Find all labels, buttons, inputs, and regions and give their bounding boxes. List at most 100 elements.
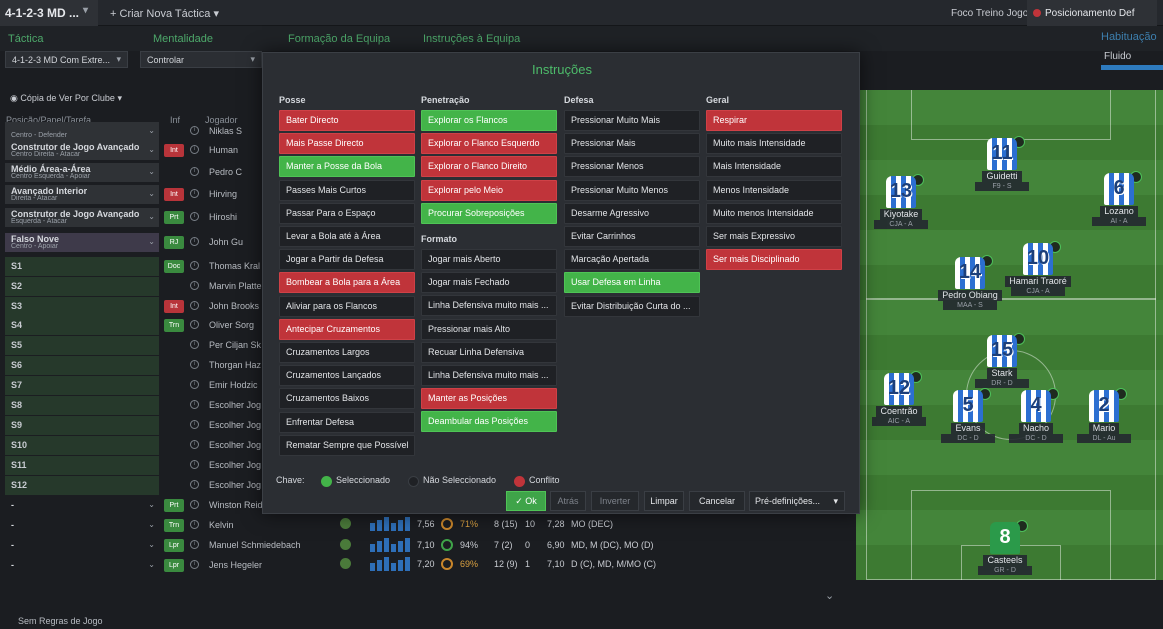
table-row[interactable]: S1 Doc i Thomas Kral — [0, 257, 262, 276]
instruction-button-posse[interactable]: Cruzamentos Baixos — [279, 388, 415, 410]
position-role-cell[interactable]: S2 — [5, 277, 159, 296]
pitch-player[interactable]: 2 Mario DL - Au — [1069, 388, 1139, 443]
player-name[interactable]: Marvin Platte — [209, 281, 262, 291]
pitch-player[interactable]: 11 Guidetti F9 - S — [967, 136, 1037, 191]
position-role-cell[interactable]: S12 — [5, 476, 159, 495]
tactic-selector[interactable]: 4-1-2-3 MD ... ▾ — [0, 0, 98, 26]
position-role-cell[interactable]: Centro - Defender ⌄ — [5, 122, 159, 141]
table-row[interactable]: S10 i Escolher Jog — [0, 436, 262, 455]
info-icon[interactable]: i — [190, 480, 199, 489]
instruction-button-formato[interactable]: Linha Defensiva muito mais ... — [421, 365, 557, 386]
player-name[interactable]: Oliver Sorg — [209, 320, 255, 330]
chevron-down-icon[interactable]: ⌄ — [148, 212, 155, 221]
instruction-button-geral[interactable]: Ser mais Expressivo — [706, 226, 842, 247]
back-button[interactable]: Atrás — [550, 491, 586, 511]
instruction-button-formato[interactable]: Jogar mais Fechado — [421, 272, 557, 294]
position-role-cell[interactable]: S1 — [5, 257, 159, 276]
presets-dropdown[interactable]: Pré-definições... ▾ — [749, 491, 845, 511]
info-icon[interactable]: i — [190, 237, 199, 246]
clear-button[interactable]: Limpar — [644, 491, 684, 511]
instruction-button-posse[interactable]: Aliviar para os Flancos — [279, 295, 415, 317]
position-role-cell[interactable]: - ⌄ — [5, 536, 159, 555]
formation-dropdown[interactable]: 4-1-2-3 MD Com Extre... ▾ — [5, 51, 128, 68]
position-role-cell[interactable]: S7 — [5, 376, 159, 395]
col-inf[interactable]: Inf — [170, 115, 181, 125]
instruction-button-geral[interactable]: Muito menos Intensidade — [706, 202, 842, 224]
info-icon[interactable]: i — [190, 167, 199, 176]
info-icon[interactable]: i — [190, 281, 199, 290]
chevron-down-icon[interactable]: ⌄ — [148, 237, 155, 246]
position-role-cell[interactable]: S9 — [5, 416, 159, 435]
pitch-player[interactable]: 14 Pedro Obiang MAA - S — [935, 255, 1005, 310]
pitch-player[interactable]: 6 Lozano AI - A — [1084, 171, 1154, 226]
player-name[interactable]: Pedro C — [209, 167, 243, 177]
chevron-down-icon[interactable]: ⌄ — [148, 500, 155, 509]
table-row[interactable]: Médio Área-a-Área Centro Esquerda - Apoia… — [0, 163, 262, 182]
table-row[interactable]: S6 i Thorgan Haz — [0, 356, 262, 375]
instruction-button-geral[interactable]: Ser mais Disciplinado — [706, 249, 842, 271]
table-row[interactable]: Construtor de Jogo Avançado Esquerda - At… — [0, 208, 262, 227]
info-icon[interactable]: i — [190, 261, 199, 270]
player-name[interactable]: Escolher Jog — [209, 460, 262, 470]
position-role-cell[interactable]: S6 — [5, 356, 159, 375]
pitch-player[interactable]: 8 Casteels GR - D — [970, 520, 1040, 575]
player-name[interactable]: Per Ciljan Sk — [209, 340, 262, 350]
instruction-button-geral[interactable]: Respirar — [706, 110, 842, 131]
player-name[interactable]: Winston Reid — [209, 500, 263, 510]
chevron-down-icon[interactable]: ⌄ — [148, 126, 155, 135]
player-name[interactable]: Escolher Jog — [209, 480, 262, 490]
table-row[interactable]: Avançado Interior Direita - Atacar ⌄ Int i Hi… — [0, 185, 262, 204]
instruction-button-formato[interactable]: Recuar Linha Defensiva — [421, 341, 557, 363]
info-icon[interactable]: i — [190, 340, 199, 349]
table-row[interactable]: S2 i Marvin Platte — [0, 277, 262, 296]
instruction-button-posse[interactable]: Enfrentar Defesa — [279, 411, 415, 433]
table-row[interactable]: - ⌄ Lpr i Jens Hegeler — [0, 556, 262, 575]
player-name[interactable]: Kelvin — [209, 520, 234, 530]
info-icon[interactable]: i — [190, 440, 199, 449]
pitch-player[interactable]: 10 Hamari Traoré CJA - A — [1003, 241, 1073, 296]
instruction-button-formato[interactable]: Pressionar mais Alto — [421, 318, 557, 340]
instruction-button-posse[interactable]: Passar Para o Espaço — [279, 202, 415, 224]
training-focus[interactable]: Foco Treino Jogo — [951, 8, 1029, 19]
info-icon[interactable]: i — [190, 420, 199, 429]
player-name[interactable]: Escolher Jog — [209, 420, 262, 430]
info-icon[interactable]: i — [190, 320, 199, 329]
position-role-cell[interactable]: Falso Nove Centro - Apoiar ⌄ — [5, 233, 159, 252]
tab-tactic[interactable]: Táctica — [8, 33, 44, 45]
copy-view-dropdown[interactable]: ◉ Cópia de Ver Por Clube ▾ — [10, 93, 122, 104]
tab-team-instructions[interactable]: Instruções à Equipa — [423, 33, 521, 45]
position-role-cell[interactable]: Construtor de Jogo Avançado Centro Direit… — [5, 141, 159, 160]
instruction-button-penetracao[interactable]: Explorar os Flancos — [421, 110, 557, 131]
instruction-button-posse[interactable]: Mais Passe Directo — [279, 133, 415, 155]
table-row[interactable]: S12 i Escolher Jog — [0, 476, 262, 495]
info-icon[interactable]: i — [190, 400, 199, 409]
position-role-cell[interactable]: Construtor de Jogo Avançado Esquerda - At… — [5, 208, 159, 227]
instruction-button-formato[interactable]: Jogar mais Aberto — [421, 249, 557, 270]
table-row[interactable]: S5 i Per Ciljan Sk — [0, 336, 262, 355]
defensive-positioning[interactable]: Posicionamento Def — [1027, 0, 1157, 26]
table-row[interactable]: S3 Int i John Brooks — [0, 297, 262, 316]
instruction-button-formato[interactable]: Manter as Posições — [421, 388, 557, 410]
position-role-cell[interactable]: S5 — [5, 336, 159, 355]
instruction-button-posse[interactable]: Antecipar Cruzamentos — [279, 318, 415, 340]
invert-button[interactable]: Inverter — [591, 491, 639, 511]
instruction-button-posse[interactable]: Cruzamentos Lançados — [279, 365, 415, 387]
cancel-button[interactable]: Cancelar — [689, 491, 745, 511]
info-icon[interactable]: i — [190, 189, 199, 198]
position-role-cell[interactable]: - ⌄ — [5, 516, 159, 535]
player-name[interactable]: John Gu — [209, 237, 244, 247]
table-row[interactable]: Construtor de Jogo Avançado Centro Direit… — [0, 141, 262, 160]
chevron-down-icon[interactable]: ⌄ — [148, 145, 155, 154]
player-name[interactable]: Escolher Jog — [209, 400, 262, 410]
pitch-player[interactable]: 13 Kiyotake CJA - A — [866, 174, 936, 229]
info-icon[interactable]: i — [190, 360, 199, 369]
position-role-cell[interactable]: - ⌄ — [5, 556, 159, 575]
player-name[interactable]: Hirving — [209, 189, 238, 199]
info-icon[interactable]: i — [190, 126, 199, 135]
instruction-button-posse[interactable]: Bater Directo — [279, 110, 415, 131]
chevron-down-icon[interactable]: ⌄ — [825, 590, 835, 602]
instruction-button-posse[interactable]: Jogar a Partir da Defesa — [279, 249, 415, 271]
instruction-button-penetracao[interactable]: Procurar Sobreposições — [421, 202, 557, 224]
table-row[interactable]: Centro - Defender ⌄ i Niklas S — [0, 122, 262, 141]
player-name[interactable]: Jens Hegeler — [209, 560, 263, 570]
